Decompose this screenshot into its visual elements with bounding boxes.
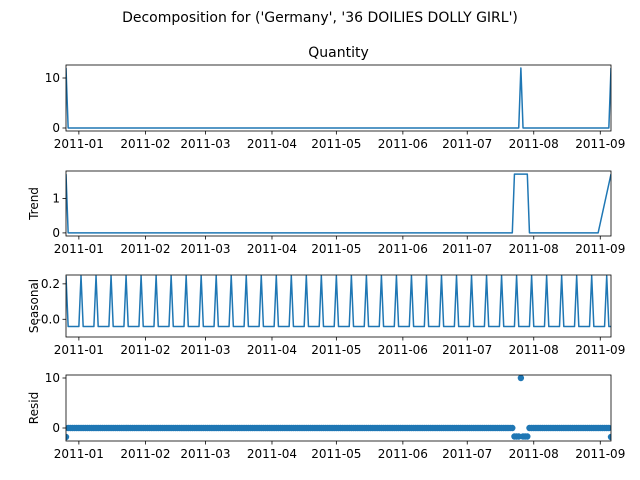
resid-ylabel: Resid bbox=[27, 392, 41, 424]
resid-data bbox=[66, 375, 611, 441]
x-tick-label: 2011-02 bbox=[120, 242, 170, 256]
observed-line bbox=[66, 67, 611, 129]
x-tick-label: 2011-01 bbox=[54, 137, 104, 151]
x-tick-label: 2011-06 bbox=[378, 343, 428, 357]
x-tick-label: 2011-06 bbox=[378, 137, 428, 151]
x-tick-label: 2011-09 bbox=[575, 447, 625, 461]
resid-axes-frame bbox=[65, 374, 612, 442]
y-tick-label: 1 bbox=[52, 192, 60, 206]
x-tick-label: 2011-03 bbox=[180, 447, 230, 461]
x-tick-label: 2011-05 bbox=[311, 447, 361, 461]
x-tick-label: 2011-08 bbox=[509, 447, 559, 461]
trend-line bbox=[66, 173, 611, 234]
x-tick-label: 2011-03 bbox=[180, 242, 230, 256]
seasonal-data bbox=[66, 275, 611, 328]
panel-resid: 0 10 2011-01 2011-02 2011-03 2011-04 2011-05 20… bbox=[27, 371, 625, 461]
x-tick-label: 2011-02 bbox=[120, 447, 170, 461]
resid-point bbox=[509, 424, 516, 432]
x-tick-label: 2011-08 bbox=[509, 242, 559, 256]
x-tick-label: 2011-08 bbox=[509, 343, 559, 357]
x-tick-label: 2011-07 bbox=[442, 343, 492, 357]
x-tick-label: 2011-06 bbox=[378, 447, 428, 461]
y-tick-label: 0 bbox=[52, 226, 60, 240]
x-tick-label: 2011-09 bbox=[575, 137, 625, 151]
seasonal-ylabel: Seasonal bbox=[27, 279, 41, 333]
x-tick-label: 2011-07 bbox=[442, 242, 492, 256]
panel-observed: 0 10 2011-01 2011-02 2011-03 2011-04 2011-05 20… bbox=[45, 45, 626, 151]
x-tick-label: 2011-02 bbox=[120, 137, 170, 151]
y-tick-label: 10 bbox=[45, 371, 60, 385]
x-tick-label: 2011-05 bbox=[311, 343, 361, 357]
y-tick-label: 10 bbox=[45, 71, 60, 85]
resid-point bbox=[517, 375, 525, 382]
x-tick-label: 2011-03 bbox=[180, 343, 230, 357]
x-tick-label: 2011-09 bbox=[575, 343, 625, 357]
x-tick-label: 2011-05 bbox=[311, 242, 361, 256]
x-tick-label: 2011-01 bbox=[54, 343, 104, 357]
panel-trend: 0 1 2011-01 2011-02 2011-03 2011-04 2011-05 201… bbox=[27, 170, 625, 256]
panel-seasonal: 0.2 -0.0 2011-01 2011-02 2011-03 2011-04 2011-… bbox=[27, 274, 625, 357]
seasonal-line bbox=[66, 275, 611, 328]
observed-axes-frame bbox=[65, 64, 612, 132]
x-tick-label: 2011-04 bbox=[247, 343, 297, 357]
x-tick-label: 2011-04 bbox=[247, 137, 297, 151]
seasonal-axes-frame bbox=[65, 274, 612, 338]
x-tick-label: 2011-02 bbox=[120, 343, 170, 357]
x-tick-label: 2011-04 bbox=[247, 242, 297, 256]
x-tick-label: 2011-03 bbox=[180, 137, 230, 151]
x-tick-label: 2011-05 bbox=[311, 137, 361, 151]
trend-ylabel: Trend bbox=[27, 187, 41, 221]
x-tick-label: 2011-01 bbox=[54, 447, 104, 461]
trend-axes-frame bbox=[65, 170, 612, 237]
x-tick-label: 2011-07 bbox=[442, 447, 492, 461]
y-tick-label: -0.0 bbox=[37, 312, 60, 326]
figure-title: Decomposition for ('Germany', '36 DOILIE… bbox=[122, 10, 518, 26]
trend-data bbox=[66, 173, 611, 234]
x-tick-label: 2011-07 bbox=[442, 137, 492, 151]
x-tick-label: 2011-09 bbox=[575, 242, 625, 256]
y-tick-label: 0 bbox=[52, 421, 60, 435]
observed-data bbox=[66, 67, 611, 129]
x-tick-label: 2011-01 bbox=[54, 242, 104, 256]
y-tick-label: 0.2 bbox=[41, 277, 60, 291]
resid-point bbox=[607, 433, 611, 441]
x-tick-label: 2011-04 bbox=[247, 447, 297, 461]
x-tick-label: 2011-08 bbox=[509, 137, 559, 151]
observed-subtitle: Quantity bbox=[308, 45, 369, 61]
resid-point bbox=[605, 424, 611, 432]
resid-point bbox=[66, 433, 70, 441]
x-tick-label: 2011-06 bbox=[378, 242, 428, 256]
y-tick-label: 0 bbox=[52, 121, 60, 135]
resid-point bbox=[524, 433, 531, 440]
